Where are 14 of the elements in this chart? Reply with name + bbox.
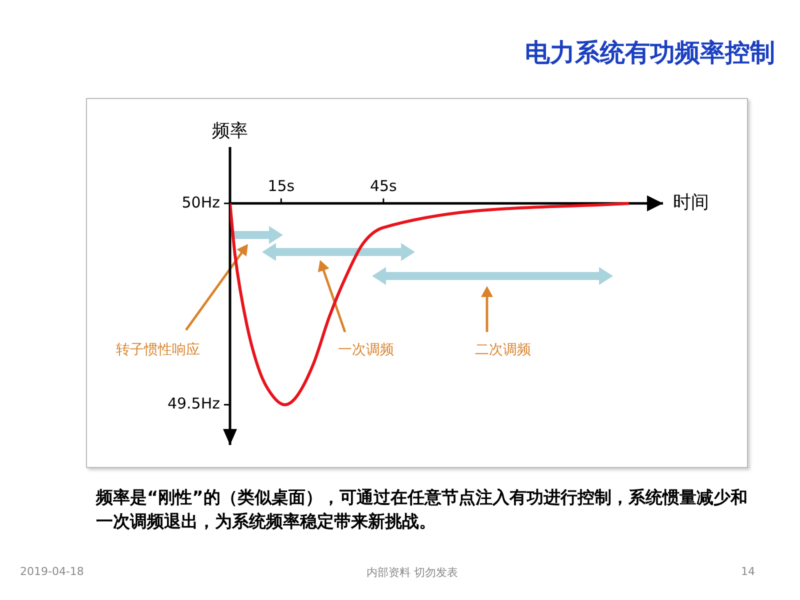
x-tick-label: 45s bbox=[370, 176, 398, 195]
x-axis-title: 时间 bbox=[673, 192, 709, 214]
x-tick-label: 15s bbox=[268, 176, 295, 195]
y-axis-title: 频率 bbox=[212, 120, 248, 142]
text: 转子惯性响应 bbox=[116, 341, 200, 359]
chart-title: 电力系统有功频率控制 bbox=[525, 37, 775, 69]
text: 频率是“刚性”的（类似桌面），可通过在任意节点注入有功进行控制，系统惯量减少和一次调频退出，为系统频率稳定带来新挑战。 bbox=[96, 487, 748, 534]
annotation: 一次调频 bbox=[338, 341, 394, 359]
text: 内部资料 切勿发表 bbox=[366, 565, 458, 580]
y-tick-label: 49.5Hz bbox=[167, 394, 220, 413]
annotation: 二次调频 bbox=[475, 341, 531, 359]
y-tick-label: 50Hz bbox=[182, 193, 220, 212]
text: 2019-04-18 bbox=[20, 565, 84, 580]
text: 14 bbox=[741, 565, 755, 580]
